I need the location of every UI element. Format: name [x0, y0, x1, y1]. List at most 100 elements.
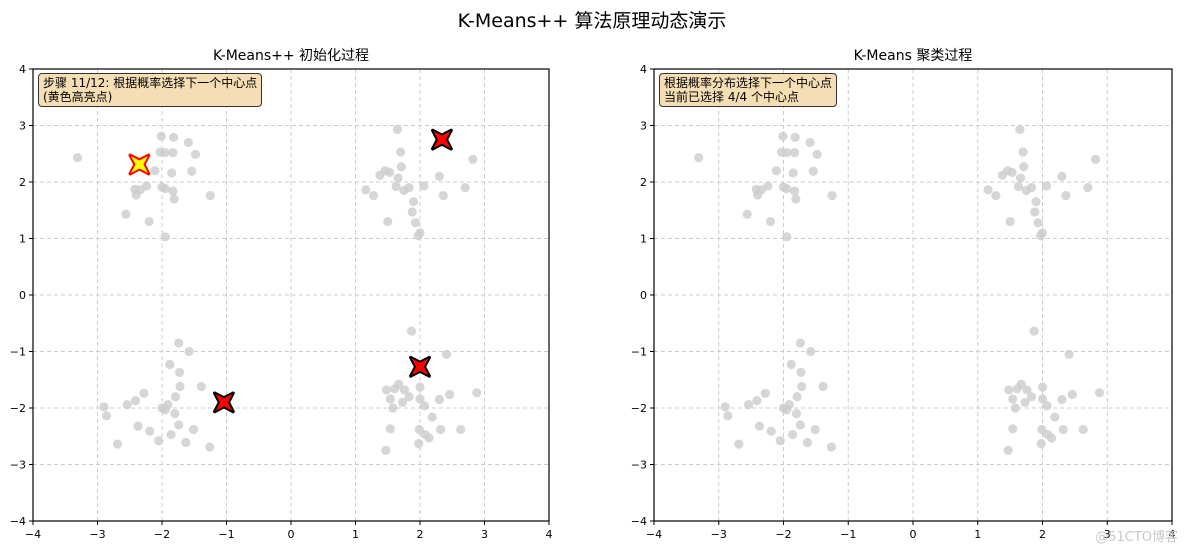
x-tick-label: −4	[25, 528, 41, 541]
data-point	[788, 168, 798, 178]
data-point	[456, 424, 466, 435]
data-point	[407, 326, 417, 336]
x-tick-label: 0	[288, 528, 295, 541]
x-tick-label: −1	[840, 528, 856, 541]
data-point	[1030, 207, 1040, 217]
watermark: @51CTO博客	[1095, 530, 1178, 545]
data-point	[160, 405, 170, 415]
data-point	[385, 424, 395, 434]
data-point	[391, 181, 401, 192]
right-info-line2: 当前已选择 4/4 个中心点	[664, 90, 799, 104]
data-point	[805, 137, 815, 148]
y-tick-label: 1	[19, 233, 26, 246]
data-point	[419, 181, 429, 191]
data-point	[791, 194, 801, 204]
data-point	[1078, 424, 1088, 435]
data-point	[802, 437, 813, 448]
data-point	[396, 147, 406, 157]
data-point	[766, 426, 776, 436]
data-point	[789, 186, 800, 196]
data-point	[1067, 389, 1077, 400]
data-point	[1031, 197, 1041, 207]
data-point	[404, 183, 414, 193]
data-point	[1026, 392, 1037, 402]
data-point	[381, 445, 391, 455]
data-point	[436, 424, 446, 435]
data-point	[154, 436, 164, 446]
y-tick-label: 1	[640, 233, 647, 246]
data-point	[1005, 216, 1015, 227]
data-point	[1046, 433, 1057, 443]
data-point	[742, 209, 752, 219]
data-point	[1057, 171, 1067, 181]
data-point	[1029, 326, 1039, 336]
left-info-line2: (黄色高亮点)	[43, 90, 113, 104]
data-point	[414, 438, 424, 449]
data-point	[1019, 162, 1029, 172]
x-tick-label: 2	[417, 528, 424, 541]
data-point	[743, 400, 754, 410]
data-point	[167, 168, 177, 178]
data-point	[723, 411, 733, 421]
data-point	[1090, 154, 1101, 164]
data-point	[1050, 412, 1060, 422]
data-point	[170, 392, 181, 402]
center-marker-icon	[409, 355, 431, 378]
data-point	[434, 394, 444, 405]
data-point	[1026, 183, 1037, 193]
data-point	[166, 429, 176, 440]
data-point	[112, 439, 123, 449]
data-point	[368, 190, 379, 201]
x-tick-label: −4	[646, 528, 662, 541]
data-point	[121, 209, 131, 219]
y-tick-label: 3	[19, 120, 26, 133]
data-point	[734, 439, 744, 449]
y-tick-label: 2	[19, 176, 26, 189]
data-point	[812, 149, 822, 159]
right-plot: K-Means 聚类过程 −4 −3 −2 −1 0 1 2 3 4 −4 −3 −2 −1 0 1 2 3 4 …	[631, 48, 1176, 541]
x-tick-label: 1	[974, 528, 981, 541]
data-point	[1018, 147, 1028, 157]
data-point	[169, 132, 179, 142]
data-point	[782, 232, 792, 242]
data-point	[441, 349, 452, 359]
data-point	[791, 409, 802, 419]
data-point	[393, 173, 403, 183]
data-point	[771, 166, 781, 176]
data-point	[174, 338, 184, 348]
x-tick-label: 4	[1169, 528, 1176, 541]
data-point	[983, 185, 993, 195]
left-info-box: 步骤 11/12: 根据概率选择下一个中心点 (黄色高亮点)	[38, 73, 263, 107]
data-point	[396, 162, 406, 172]
data-point	[122, 400, 132, 410]
data-point	[205, 442, 215, 452]
y-tick-label: −2	[631, 402, 647, 415]
data-point	[427, 412, 437, 422]
data-point	[160, 148, 170, 158]
highlight-marker-icon	[128, 153, 151, 176]
data-point	[399, 385, 410, 395]
left-info-line1: 步骤 11/12: 根据概率选择下一个中心点	[43, 76, 258, 90]
right-info-box: 根据概率分布选择下一个中心点 当前已选择 4/4 个中心点	[659, 73, 838, 107]
y-tick-label: −1	[631, 346, 647, 359]
data-point	[72, 153, 83, 163]
data-point	[1020, 397, 1030, 407]
data-point	[419, 401, 430, 411]
data-point	[806, 346, 816, 357]
data-point	[130, 396, 141, 406]
data-point	[424, 433, 434, 443]
data-point	[1036, 438, 1046, 449]
x-tick-label: −2	[154, 528, 170, 541]
data-point	[181, 437, 191, 448]
x-tick-label: 4	[546, 528, 553, 541]
data-point	[752, 396, 762, 406]
left-plot: K-Means++ 初始化过程 −4 −3 −2 −1 0 1 2 3 4 −4 −3 −2 −1 0 1 2…	[10, 48, 553, 541]
data-point	[1004, 385, 1014, 395]
right-info-line1: 根据概率分布选择下一个中心点	[664, 76, 833, 90]
data-point	[174, 367, 185, 378]
x-tick-label: −1	[218, 528, 234, 541]
left-plot-canvas: −4 −3 −2 −1 0 1 2 3 4 −4 −3 −2 −1 0 1 2 3 4	[10, 63, 553, 541]
x-tick-label: 3	[1104, 528, 1111, 541]
data-point	[415, 394, 425, 404]
data-point	[765, 216, 776, 227]
